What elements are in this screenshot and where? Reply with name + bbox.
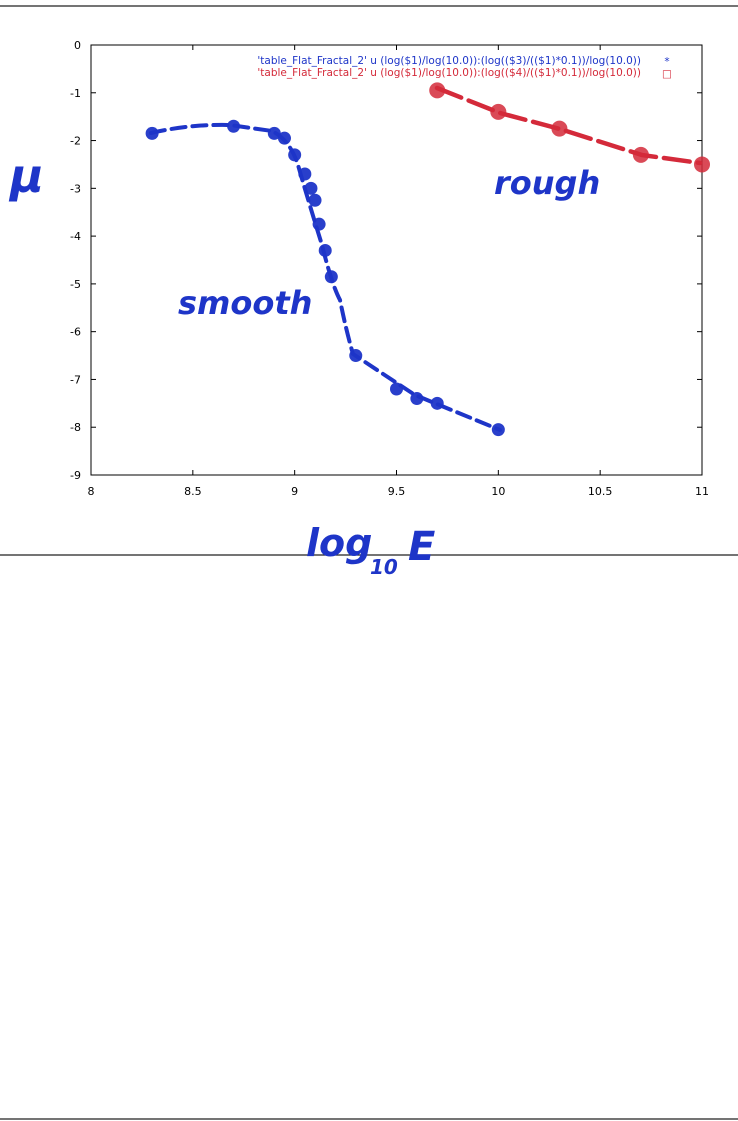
rough-data-point — [429, 82, 446, 99]
smooth-data-point — [324, 270, 338, 284]
y-tick-label: 0 — [74, 39, 81, 52]
smooth-data-point — [491, 423, 505, 437]
y-tick-label: -2 — [70, 135, 81, 148]
smooth-data-point — [227, 119, 241, 133]
x-axis: 8 8.5 9 9.5 10 10.5 11 — [88, 45, 709, 498]
legend-marker-1: * — [664, 56, 669, 68]
x-tick-label: 11 — [695, 485, 709, 498]
smooth-data-point — [298, 167, 312, 181]
rough-data-point — [551, 120, 568, 137]
y-tick-label: -7 — [70, 373, 81, 386]
rough-data-point — [632, 146, 649, 163]
smooth-data-point — [430, 396, 444, 410]
smooth-series-points — [145, 119, 505, 437]
y-tick-label: -3 — [70, 182, 81, 195]
smooth-data-point — [277, 131, 291, 145]
x-tick-label: 9 — [291, 485, 298, 498]
x-tick-label: 8 — [88, 485, 95, 498]
smooth-data-point — [410, 392, 424, 406]
smooth-data-point — [308, 193, 322, 207]
x-tick-label: 9.5 — [388, 485, 406, 498]
y-axis: 0 -1 -2 -3 -4 -5 -6 -7 -8 -9 — [70, 39, 702, 482]
x-tick-label: 10.5 — [588, 485, 613, 498]
legend-marker-2: □ — [662, 68, 672, 80]
smooth-data-point — [349, 349, 363, 363]
smooth-annotation: smooth — [178, 284, 312, 322]
rough-trend-curve — [434, 85, 703, 166]
y-tick-label: -4 — [70, 230, 81, 243]
smooth-data-point — [288, 148, 302, 162]
y-tick-label: -8 — [70, 421, 81, 434]
rough-annotation: rough — [494, 164, 600, 202]
x-axis-label-log: log — [306, 521, 372, 565]
legend-entry-1: 'table_Flat_Fractal_2' u (log($1)/log(10… — [257, 55, 641, 67]
rough-series-points — [429, 82, 710, 173]
y-tick-label: -5 — [70, 278, 81, 291]
smooth-data-point — [304, 181, 318, 195]
rough-data-point — [694, 156, 710, 173]
y-tick-label: -9 — [70, 469, 81, 482]
legend-entry-2: 'table_Flat_Fractal_2' u (log($1)/log(10… — [257, 67, 641, 79]
smooth-data-point — [390, 382, 403, 396]
x-tick-label: 8.5 — [184, 485, 202, 498]
x-axis-label: log 10 E — [306, 521, 435, 579]
x-axis-label-subscript: 10 — [370, 555, 398, 579]
smooth-data-point — [318, 243, 332, 257]
rough-data-point — [490, 103, 507, 120]
y-tick-label: -1 — [70, 87, 81, 100]
x-axis-label-variable: E — [408, 524, 435, 570]
mu-axis-label: μ — [8, 149, 44, 203]
smooth-data-point — [145, 126, 159, 140]
x-tick-label: 10 — [491, 485, 505, 498]
smooth-data-point — [267, 126, 281, 140]
y-tick-label: -6 — [70, 326, 81, 339]
smooth-data-point — [312, 217, 326, 231]
plot-frame — [90, 44, 703, 476]
legend: 'table_Flat_Fractal_2' u (log($1)/log(10… — [257, 55, 672, 80]
